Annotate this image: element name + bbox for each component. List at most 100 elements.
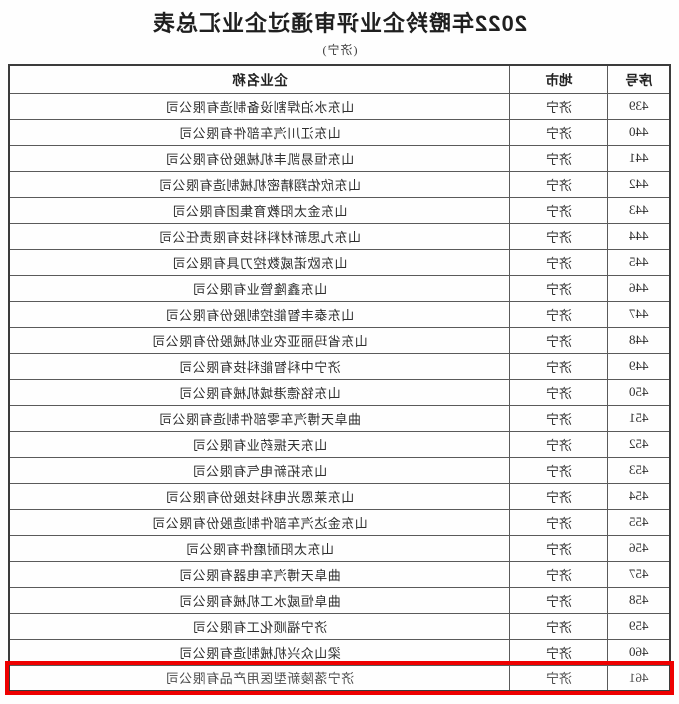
- table-row: 440 济宁 山东江川汽车部件有限公司: [9, 119, 670, 145]
- table-row: 460 济宁 梁山众兴机械制造有限公司: [9, 639, 670, 665]
- cell-city: 济宁: [510, 379, 608, 405]
- table-row: 446 济宁 山东鑫隆管业有限公司: [9, 275, 670, 301]
- cell-city: 济宁: [510, 301, 608, 327]
- cell-no: 447: [608, 301, 670, 327]
- cell-name: 山东天振药业有限公司: [9, 431, 510, 457]
- cell-no: 453: [608, 457, 670, 483]
- cell-city: 济宁: [510, 119, 608, 145]
- table-row: 457 济宁 曲阜天博汽车电器有限公司: [9, 561, 670, 587]
- table-row: 444 济宁 山东九思新材料科技有限责任公司: [9, 223, 670, 249]
- company-table: 序号 地市 企业名称 439 济宁 山东水泊焊割设备制造有限公司 440 济宁 山东江川汽…: [5, 64, 674, 695]
- cell-no: 460: [608, 639, 670, 665]
- table-row: 456 济宁 山东太阳耐磨件有限公司: [9, 535, 670, 561]
- cell-city: 济宁: [510, 93, 608, 119]
- cell-no: 449: [608, 353, 670, 379]
- table-row: 455 济宁 山东金达汽车部件制造股份有限公司: [9, 509, 670, 535]
- table-row: 449 济宁 济宁中科智能科技有限公司: [9, 353, 670, 379]
- cell-no: 461: [608, 665, 670, 691]
- header-cell-no: 序号: [608, 65, 670, 93]
- cell-name: 山东恒易凯丰机械股份有限公司: [9, 145, 510, 171]
- cell-no: 450: [608, 379, 670, 405]
- cell-no: 442: [608, 171, 670, 197]
- cell-name: 济宁福顺化工有限公司: [9, 613, 510, 639]
- table-row: 459 济宁 济宁福顺化工有限公司: [9, 613, 670, 639]
- cell-no: 452: [608, 431, 670, 457]
- cell-city: 济宁: [510, 197, 608, 223]
- cell-name: 山东金太阳教育集团有限公司: [9, 197, 510, 223]
- cell-no: 458: [608, 587, 670, 613]
- table-row: 448 济宁 山东省玛丽亚农业机械股份有限公司: [9, 327, 670, 353]
- cell-no: 439: [608, 93, 670, 119]
- cell-name: 山东省玛丽亚农业机械股份有限公司: [9, 327, 510, 353]
- cell-city: 济宁: [510, 405, 608, 431]
- table-row: 454 济宁 山东莱恩光电科技股份有限公司: [9, 483, 670, 509]
- table-row: 443 济宁 山东金太阳教育集团有限公司: [9, 197, 670, 223]
- cell-no: 443: [608, 197, 670, 223]
- cell-name: 曲阜天博汽车电器有限公司: [9, 561, 510, 587]
- cell-no: 455: [608, 509, 670, 535]
- cell-no: 446: [608, 275, 670, 301]
- cell-city: 济宁: [510, 561, 608, 587]
- page-title: 2022年瞪羚企业评审通过企业汇总表: [152, 11, 527, 36]
- cell-city: 济宁: [510, 457, 608, 483]
- cell-name: 山东泰丰智能控制股份有限公司: [9, 301, 510, 327]
- cell-no: 445: [608, 249, 670, 275]
- cell-name: 山东欧诺威数控刀具有限公司: [9, 249, 510, 275]
- table-row: 461 济宁 济宁落陵新型医用产品有限公司: [5, 661, 674, 695]
- cell-no: 451: [608, 405, 670, 431]
- table-row: 458 济宁 曲阜恒威水工机械有限公司: [9, 587, 670, 613]
- cell-city: 济宁: [510, 639, 608, 665]
- cell-name: 山东拓新电气有限公司: [9, 457, 510, 483]
- cell-no: 459: [608, 613, 670, 639]
- table-row: 445 济宁 山东欧诺威数控刀具有限公司: [9, 249, 670, 275]
- cell-no: 440: [608, 119, 670, 145]
- table-body: 439 济宁 山东水泊焊割设备制造有限公司 440 济宁 山东江川汽车部件有限公司 441 济…: [5, 93, 674, 695]
- table-row: 450 济宁 山东铭德港城机械有限公司: [9, 379, 670, 405]
- table-row: 451 济宁 曲阜天博汽车零部件制造有限公司: [9, 405, 670, 431]
- cell-city: 济宁: [510, 613, 608, 639]
- cell-no: 456: [608, 535, 670, 561]
- cell-name: 山东铭德港城机械有限公司: [9, 379, 510, 405]
- cell-city: 济宁: [510, 535, 608, 561]
- cell-no: 448: [608, 327, 670, 353]
- cell-city: 济宁: [510, 509, 608, 535]
- header-cell-city: 地市: [510, 65, 608, 93]
- cell-city: 济宁: [510, 353, 608, 379]
- cell-name: 山东太阳耐磨件有限公司: [9, 535, 510, 561]
- cell-city: 济宁: [510, 665, 608, 691]
- header-row: 序号 地市 企业名称: [9, 65, 670, 93]
- cell-name: 山东江川汽车部件有限公司: [9, 119, 510, 145]
- cell-city: 济宁: [510, 249, 608, 275]
- cell-no: 454: [608, 483, 670, 509]
- cell-name: 曲阜天博汽车零部件制造有限公司: [9, 405, 510, 431]
- table-row: 439 济宁 山东水泊焊割设备制造有限公司: [9, 93, 670, 119]
- table-row: 441 济宁 山东恒易凯丰机械股份有限公司: [9, 145, 670, 171]
- cell-no: 457: [608, 561, 670, 587]
- cell-city: 济宁: [510, 171, 608, 197]
- cell-name: 山东金达汽车部件制造股份有限公司: [9, 509, 510, 535]
- cell-name: 梁山众兴机械制造有限公司: [9, 639, 510, 665]
- table-row: 442 济宁 山东欣佑翔精密机械制造有限公司: [9, 171, 670, 197]
- cell-name: 济宁中科智能科技有限公司: [9, 353, 510, 379]
- cell-name: 济宁落陵新型医用产品有限公司: [9, 665, 510, 691]
- table-row: 447 济宁 山东泰丰智能控制股份有限公司: [9, 301, 670, 327]
- cell-city: 济宁: [510, 587, 608, 613]
- cell-name: 山东欣佑翔精密机械制造有限公司: [9, 171, 510, 197]
- cell-city: 济宁: [510, 223, 608, 249]
- table-header: 序号 地市 企业名称: [9, 65, 670, 93]
- cell-city: 济宁: [510, 275, 608, 301]
- cell-no: 441: [608, 145, 670, 171]
- cell-city: 济宁: [510, 327, 608, 353]
- cell-name: 山东水泊焊割设备制造有限公司: [9, 93, 510, 119]
- table-row: 453 济宁 山东拓新电气有限公司: [9, 457, 670, 483]
- table-row: 452 济宁 山东天振药业有限公司: [9, 431, 670, 457]
- page-subtitle: (济宁): [321, 43, 358, 57]
- cell-city: 济宁: [510, 145, 608, 171]
- header-cell-name: 企业名称: [9, 65, 510, 93]
- cell-name: 山东莱恩光电科技股份有限公司: [9, 483, 510, 509]
- cell-city: 济宁: [510, 431, 608, 457]
- cell-name: 山东鑫隆管业有限公司: [9, 275, 510, 301]
- cell-name: 曲阜恒威水工机械有限公司: [9, 587, 510, 613]
- cell-no: 444: [608, 223, 670, 249]
